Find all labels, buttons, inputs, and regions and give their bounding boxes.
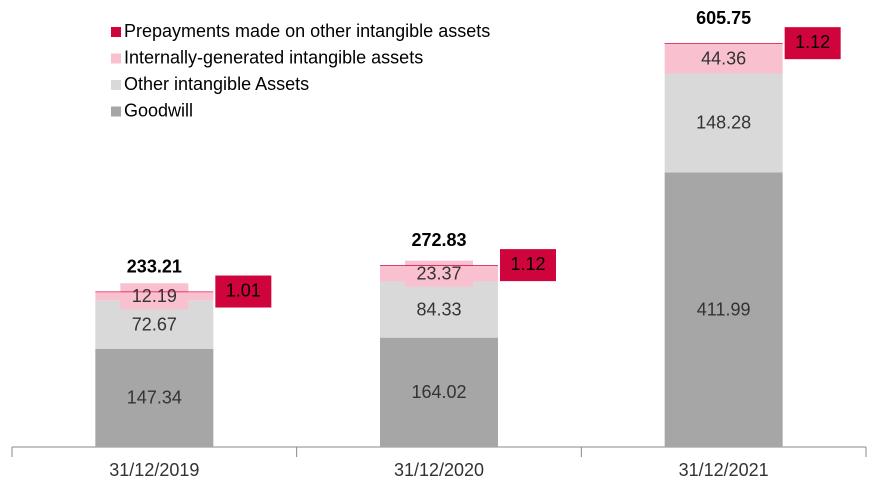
bar-segment: [95, 291, 214, 293]
x-tick-label: 31/12/2019: [109, 460, 199, 480]
data-label: 164.02: [411, 382, 466, 402]
data-label: 84.33: [416, 299, 461, 319]
legend-swatch: [111, 53, 121, 64]
data-label: 147.34: [127, 388, 182, 408]
legend-swatch: [111, 106, 121, 117]
data-label: 12.19: [132, 286, 177, 306]
data-label-box: [689, 45, 758, 72]
bar-segment: [380, 265, 498, 266]
total-label: 272.83: [411, 230, 466, 250]
data-label-box: [500, 249, 556, 282]
legend-swatch: [111, 27, 121, 37]
legend-swatch: [111, 80, 121, 90]
bar-segment: [664, 43, 783, 44]
bar-segment: [380, 337, 498, 447]
data-label: 1.12: [510, 254, 545, 274]
data-label: 1.01: [226, 280, 261, 300]
data-label: 23.37: [416, 263, 461, 283]
data-label: 148.28: [696, 113, 751, 133]
data-label: 44.36: [701, 48, 746, 68]
data-label-box: [405, 260, 473, 287]
data-label: 1.12: [795, 32, 830, 52]
data-label: 72.67: [132, 314, 177, 334]
data-label: 411.99: [697, 299, 751, 319]
bar-segment: [380, 281, 498, 338]
bar-segment: [95, 348, 214, 447]
data-label-box: [120, 283, 189, 310]
bar-segment: [664, 172, 783, 447]
legend-label: Other intangible Assets: [124, 74, 309, 94]
bar-segment: [664, 73, 783, 173]
data-label-box: [784, 27, 841, 60]
legend-label: Prepayments made on other intangible ass…: [124, 21, 490, 41]
legend-label: Goodwill: [124, 100, 193, 120]
total-label: 233.21: [127, 256, 182, 276]
total-label: 605.75: [696, 8, 751, 28]
x-tick-label: 31/12/2021: [679, 460, 769, 480]
data-label-box: [215, 275, 272, 308]
legend-label: Internally-generated intangible assets: [124, 47, 423, 67]
x-tick-label: 31/12/2020: [394, 460, 484, 480]
